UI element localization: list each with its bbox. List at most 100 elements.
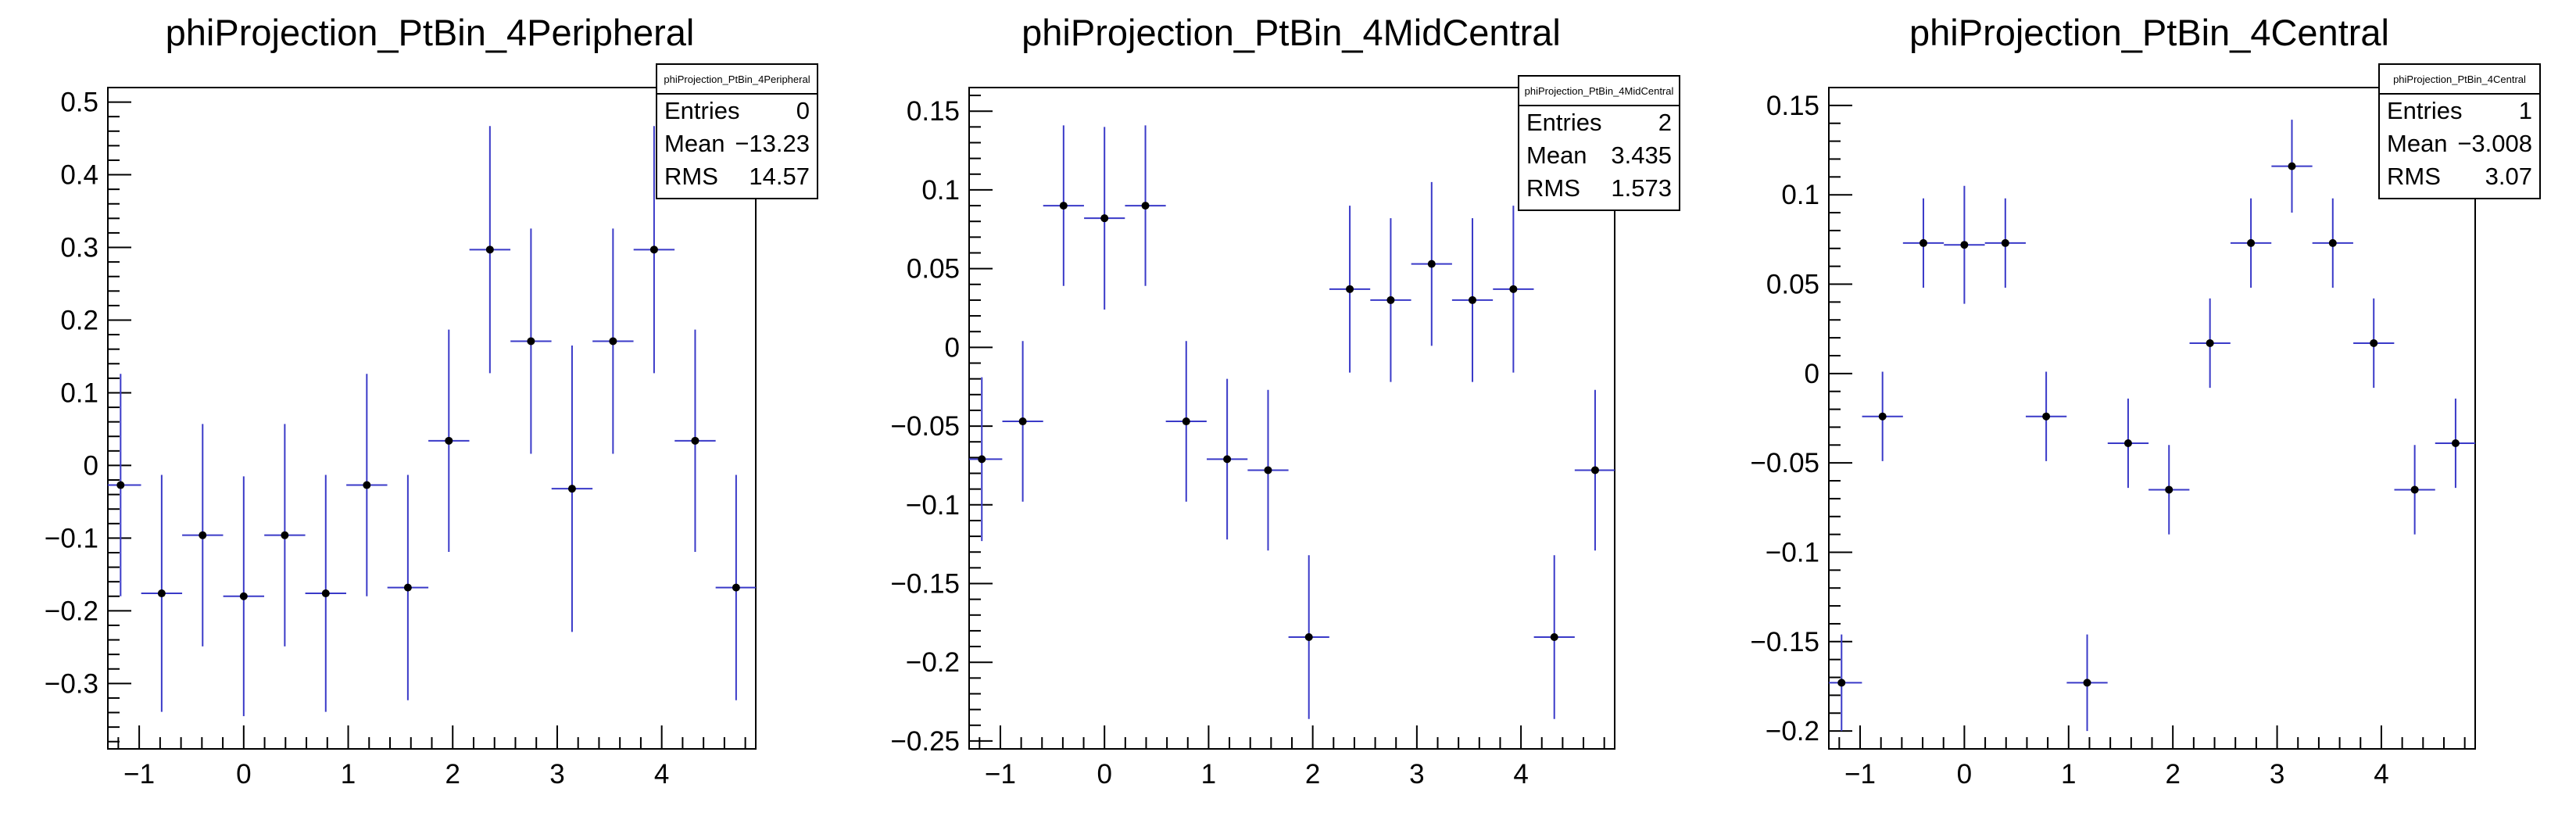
data-point (1411, 181, 1452, 346)
marker (1264, 466, 1272, 475)
data-point (2189, 298, 2231, 389)
stats-label: Entries (2387, 97, 2462, 124)
x-tick-label: 0 (236, 759, 251, 790)
stats-label: RMS (1526, 174, 1580, 202)
y-tick-label: 0 (84, 450, 98, 481)
x-tick-label: 2 (445, 759, 460, 790)
stats-frame (1518, 75, 1680, 211)
marker (978, 455, 986, 464)
chart-panel-3: phiProjection_PtBin_4Central −1 0 1 2 3 4 −0.2 −… (1750, 12, 2541, 790)
y-tick-label: −0.25 (890, 726, 960, 757)
y-tick-label: 0.2 (60, 305, 98, 335)
data-point (182, 424, 224, 646)
marker (363, 481, 371, 489)
data-point (2107, 398, 2149, 489)
data-point (1370, 218, 1411, 382)
data-point (2435, 398, 2475, 489)
marker (527, 337, 535, 346)
y-tick-label: 0.15 (1766, 91, 1819, 121)
stats-label: RMS (664, 163, 718, 190)
data-point (1574, 389, 1615, 551)
stats-label: Entries (1526, 109, 1601, 136)
marker (2001, 238, 2009, 247)
marker (1059, 202, 1068, 210)
data-point (2148, 445, 2190, 535)
data-point (715, 475, 756, 700)
data-point (674, 329, 716, 553)
y-tick-label: 0 (945, 332, 960, 363)
marker (2042, 412, 2051, 421)
x-tick-label: 1 (1201, 759, 1216, 790)
y-tick-label: 0.05 (1766, 270, 1819, 300)
data-point (2271, 120, 2313, 213)
stats-header: phiProjection_PtBin_4Peripheral (664, 73, 810, 85)
marker (1182, 417, 1190, 426)
marker (2123, 439, 2132, 448)
stats-label: Entries (664, 97, 739, 124)
data-point (1288, 555, 1329, 719)
stats-label: RMS (2387, 163, 2441, 190)
y-tick-label: −0.2 (45, 596, 98, 626)
data-point (1165, 341, 1207, 502)
stats-box: phiProjection_PtBin_4Peripheral Entries 0 M… (656, 63, 818, 199)
y-tick-label: 0.1 (60, 378, 98, 408)
y-tick-label: 0.4 (60, 160, 98, 191)
data-point (387, 475, 429, 700)
stats-value: −13.23 (735, 130, 810, 157)
data-point (264, 424, 306, 646)
data-point (969, 377, 1003, 542)
x-tick-label: 3 (1409, 759, 1424, 790)
data-point (1084, 127, 1125, 310)
marker (2370, 338, 2378, 347)
y-tick-label: 0.3 (60, 233, 98, 263)
y-tick-label: 0.1 (921, 175, 960, 206)
x-tick-label: 4 (2374, 759, 2388, 790)
y-tick-label: −0.2 (1766, 716, 1819, 747)
stats-value: 3.07 (2485, 163, 2532, 190)
marker (1960, 241, 1969, 249)
chart-panel-1: phiProjection_PtBin_4Peripheral −1 0 1 2 3 4 −0… (45, 12, 818, 790)
stats-frame (656, 63, 818, 199)
y-tick-label: −0.05 (890, 411, 960, 442)
x-tick-label: 3 (549, 759, 564, 790)
stats-value: 14.57 (749, 163, 810, 190)
marker (2328, 238, 2337, 247)
chart-title: phiProjection_PtBin_4Peripheral (166, 12, 695, 53)
marker (1550, 632, 1558, 641)
data-point (633, 126, 675, 374)
marker (2410, 485, 2419, 494)
data-point (346, 374, 388, 596)
marker (691, 436, 699, 445)
marker (403, 583, 412, 592)
marker (2165, 485, 2174, 494)
data-point (1002, 341, 1043, 502)
marker (281, 531, 289, 539)
chart-title: phiProjection_PtBin_4MidCentral (1021, 12, 1561, 53)
x-tick-label: 0 (1097, 759, 1111, 790)
y-tick-label: −0.1 (906, 490, 960, 521)
data-point (108, 374, 141, 596)
marker (239, 592, 248, 600)
stats-value: 1.573 (1611, 174, 1672, 202)
x-tick-label: 4 (654, 759, 669, 790)
y-tick-label: −0.3 (45, 668, 98, 699)
marker (1919, 238, 1927, 247)
data-point (223, 476, 265, 717)
y-tick-label: 0 (1805, 359, 1819, 389)
plot-frame (1828, 87, 2476, 750)
data-point (2025, 371, 2067, 461)
marker (649, 245, 658, 254)
marker (445, 436, 453, 445)
data-point (2230, 198, 2272, 288)
stats-value: −3.008 (2457, 130, 2532, 157)
data-point (1493, 206, 1534, 373)
x-tick-label: 0 (1957, 759, 1972, 790)
chart-title: phiProjection_PtBin_4Central (1909, 12, 2389, 53)
data-point (510, 228, 552, 454)
stats-box: phiProjection_PtBin_4MidCentral Entries 2 M… (1518, 75, 1680, 211)
marker (1346, 285, 1354, 293)
data-point (1329, 206, 1371, 373)
stats-label: Mean (1526, 141, 1587, 169)
data-point (1533, 555, 1575, 719)
y-tick-label: −0.15 (1750, 627, 1819, 657)
